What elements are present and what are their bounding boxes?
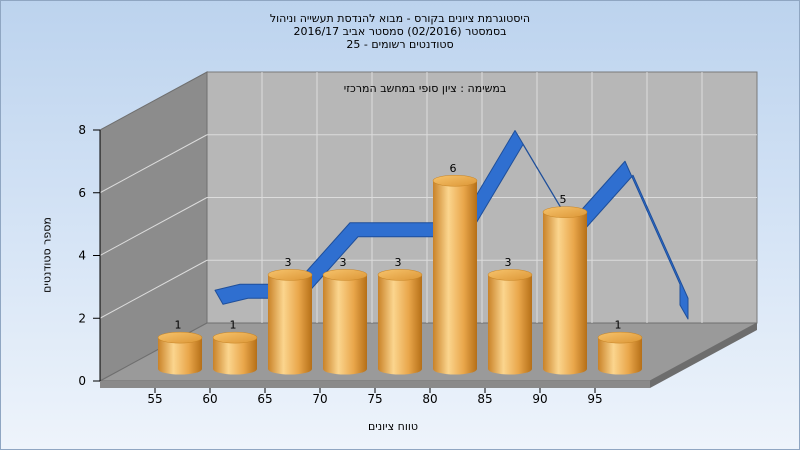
bar-cap: [432, 174, 478, 187]
bar-cap: [377, 269, 423, 281]
x-tick-label: 65: [257, 392, 272, 406]
bar-body: [158, 337, 202, 375]
bar: [212, 331, 258, 375]
y-axis-title: מספר סטודנטים: [40, 217, 54, 293]
bar-cap: [157, 331, 203, 344]
bar: [322, 269, 368, 375]
bar-data-label: 6: [450, 162, 457, 175]
bar-body: [213, 337, 257, 375]
bar-data-label: 1: [615, 319, 622, 332]
gridline-side: [99, 197, 208, 256]
bar-data-label: 5: [560, 193, 567, 206]
y-tick-label: 8: [78, 123, 86, 137]
x-tick-label: 90: [532, 392, 547, 406]
y-tick-label: 4: [78, 249, 86, 263]
gridline-side: [99, 134, 208, 194]
bar-data-label: 3: [505, 256, 512, 269]
bar-data-label: 3: [285, 256, 292, 269]
bar-data-label: 1: [230, 319, 237, 332]
chart-subtitle: במשימה : ציון סופי במחשב המרכזי: [344, 82, 507, 95]
bar-data-label: 1: [175, 319, 182, 332]
bar-body: [323, 274, 367, 375]
x-tick-label: 55: [147, 392, 162, 406]
bar-body: [543, 212, 587, 375]
bar: [377, 269, 423, 375]
gridline-side: [99, 259, 208, 319]
bar-body: [488, 274, 532, 375]
chart-title-line2: בסמסטר (02/2016) סמסטר אביב 2016/17: [293, 25, 507, 38]
chart-title-line3: סטודנטים רשומים - 25: [346, 38, 454, 51]
bar: [267, 269, 313, 375]
x-tick-label: 85: [477, 392, 492, 406]
floor-front-edge: [100, 381, 650, 388]
x-tick-label: 75: [367, 392, 382, 406]
bar-cap: [212, 331, 258, 344]
x-tick-label: 70: [312, 392, 327, 406]
bar: [542, 206, 588, 375]
y-tick-label: 2: [78, 311, 86, 325]
bar: [487, 269, 533, 375]
x-tick-label: 80: [422, 392, 437, 406]
bar-body: [598, 337, 642, 375]
bar-cap: [542, 206, 588, 218]
bar: [597, 331, 643, 375]
bar-cap: [487, 269, 533, 281]
bar: [432, 174, 478, 375]
y-tick-label: 0: [78, 374, 86, 388]
bar-data-label: 3: [340, 256, 347, 269]
bar-body: [433, 180, 477, 375]
bar-body: [268, 274, 312, 375]
bar-data-label: 3: [395, 256, 402, 269]
floor-edge: [650, 323, 757, 388]
x-tick-label: 95: [587, 392, 602, 406]
bar: [157, 331, 203, 375]
bar-cap: [267, 269, 313, 281]
bar-cap: [597, 331, 643, 344]
x-tick-label: 60: [202, 392, 217, 406]
bar-cap: [322, 269, 368, 281]
x-axis-title: טווח ציונים: [368, 420, 418, 433]
bar-body: [378, 274, 422, 375]
chart-title-line1: היסטוגרמת ציונים בקורס - מבוא להנדסת תעש…: [269, 12, 531, 25]
y-tick-label: 6: [78, 186, 86, 200]
